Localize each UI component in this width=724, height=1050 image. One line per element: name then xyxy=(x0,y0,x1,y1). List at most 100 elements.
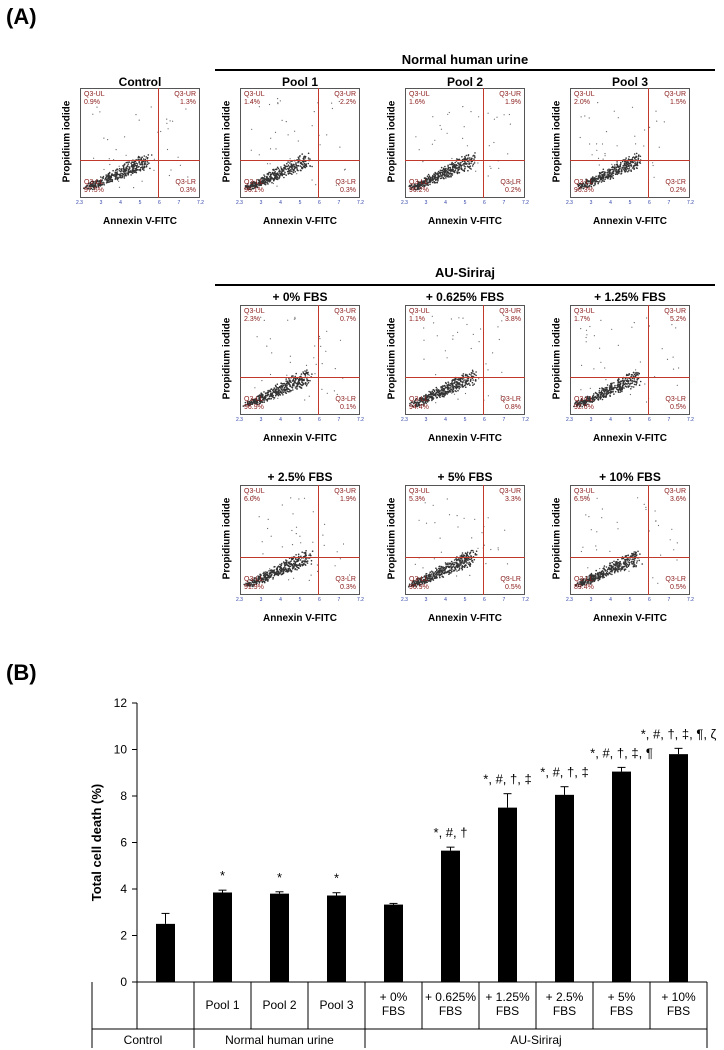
quadrant-name: Q3-UR xyxy=(499,91,521,98)
quadrant-percent: 1.3% xyxy=(180,99,196,106)
plot-x-tick: 4 xyxy=(279,200,282,206)
quadrant-name: Q3-UR xyxy=(664,91,686,98)
panel-b-label: (B) xyxy=(6,660,37,685)
quadrant-ll-label: Q3-LL 96.9% xyxy=(244,396,264,412)
category-label: Pool 2 xyxy=(262,998,296,1012)
plot-x-tick: 3 xyxy=(259,200,263,206)
quadrant-percent: 90.9% xyxy=(409,584,429,591)
plot-x-tick: 2.3 xyxy=(76,200,83,206)
significance-label: *, #, †, ‡ xyxy=(540,765,588,780)
significance-label: * xyxy=(334,871,339,886)
plot-x-tick: 7 xyxy=(667,417,671,423)
plot-x-tick: 7 xyxy=(502,597,506,603)
quadrant-gate-horizontal xyxy=(405,377,525,378)
quadrant-percent: 0.3% xyxy=(340,584,356,591)
plot-x-ticks: 2.3 3 4 5 6 7 7.2 xyxy=(401,200,529,206)
quadrant-percent: 0.3% xyxy=(340,187,356,194)
category-label: + 0.625% xyxy=(425,990,476,1004)
quadrant-ur-label: Q3-UR 3.6% xyxy=(664,488,686,504)
quadrant-name: Q3-UR xyxy=(664,308,686,315)
quadrant-gate-vertical xyxy=(483,88,484,198)
plot-y-axis-label: Propidium iodide xyxy=(386,100,398,183)
category-label: + 1.25% xyxy=(485,990,530,1004)
quadrant-percent: 5.3% xyxy=(409,496,425,503)
y-tick-label: 8 xyxy=(120,789,127,803)
quadrant-name: Q3-LR xyxy=(335,576,356,583)
quadrant-name: Q3-LL xyxy=(409,576,429,583)
plot-x-axis-label: Annexin V-FITC xyxy=(428,433,502,444)
group-rule-normal-urine xyxy=(215,69,715,71)
quadrant-percent: 0.7% xyxy=(340,316,356,323)
plot-x-tick: 2.3 xyxy=(566,597,573,603)
quadrant-percent: 3.6% xyxy=(670,496,686,503)
quadrant-name: Q3-LL xyxy=(409,396,429,403)
plot-y-axis-label: Propidium iodide xyxy=(221,497,233,580)
quadrant-name: Q3-UL xyxy=(244,91,265,98)
quadrant-name: Q3-UR xyxy=(334,308,356,315)
plot-x-tick: 5 xyxy=(298,597,302,603)
panel-a-label: (A) xyxy=(6,4,37,29)
quadrant-name: Q3-LL xyxy=(84,179,104,186)
quadrant-percent: 96.9% xyxy=(244,404,264,411)
quadrant-ll-label: Q3-LL 91.9% xyxy=(244,576,264,592)
group-header-au-siriraj: AU-Siriraj xyxy=(435,265,495,280)
bar xyxy=(156,923,175,982)
plot-x-ticks: 2.3 3 4 5 6 7 7.2 xyxy=(401,417,529,423)
bar xyxy=(441,850,460,982)
quadrant-gate-horizontal xyxy=(570,557,690,558)
plot-x-tick: 4 xyxy=(119,200,122,206)
plot-x-axis-label: Annexin V-FITC xyxy=(428,216,502,227)
category-label: Pool 1 xyxy=(205,998,239,1012)
quadrant-gate-vertical xyxy=(318,485,319,595)
plot-x-tick: 4 xyxy=(444,200,447,206)
plot-x-ticks: 2.3 3 4 5 6 7 7.2 xyxy=(236,417,364,423)
scatter-dots xyxy=(574,494,678,588)
plot-x-tick: 6 xyxy=(158,200,161,206)
plot-frame xyxy=(240,305,360,415)
plot-x-tick: 5 xyxy=(298,200,302,206)
quadrant-ll-label: Q3-LL 90.9% xyxy=(409,576,429,592)
quadrant-percent: 96.1% xyxy=(244,187,264,194)
plot-x-tick: 7.2 xyxy=(686,597,694,603)
quadrant-lr-label: Q3-LR 0.3% xyxy=(335,179,356,195)
quadrant-name: Q3-UR xyxy=(499,488,521,495)
quadrant-name: Q3-UR xyxy=(334,91,356,98)
plot-x-tick: 4 xyxy=(609,200,612,206)
plot-x-ticks: 2.3 3 4 5 6 7 7.2 xyxy=(76,200,204,206)
y-tick-label: 4 xyxy=(120,882,127,896)
quadrant-name: Q3-LL xyxy=(574,396,594,403)
quadrant-lr-label: Q3-LR 0.1% xyxy=(335,396,356,412)
plot-title: + 0.625% FBS xyxy=(425,290,505,304)
quadrant-name: Q3-UL xyxy=(574,91,595,98)
quadrant-name: Q3-LL xyxy=(574,576,594,583)
plot-x-tick: 2.3 xyxy=(566,417,573,423)
quadrant-ll-label: Q3-LL 94.4% xyxy=(409,396,429,412)
plot-y-axis-label: Propidium iodide xyxy=(551,317,563,400)
quadrant-percent: 6.0% xyxy=(244,496,260,503)
plot-x-tick: 6 xyxy=(483,417,486,423)
quadrant-name: Q3-LR xyxy=(500,179,521,186)
quadrant-ur-label: Q3-UR 2.2% xyxy=(334,91,356,107)
plot-y-axis-label: Propidium iodide xyxy=(386,497,398,580)
plot-x-tick: 2.3 xyxy=(401,597,408,603)
quadrant-percent: 92.6% xyxy=(574,404,594,411)
quadrant-percent: 91.9% xyxy=(244,584,264,591)
quadrant-ll-label: Q3-LL 96.2% xyxy=(409,179,429,195)
quadrant-percent: 1.7% xyxy=(574,316,590,323)
plot-x-axis-label: Annexin V-FITC xyxy=(428,613,502,624)
quadrant-percent: 1.6% xyxy=(409,99,425,106)
quadrant-name: Q3-UR xyxy=(334,488,356,495)
plot-x-tick: 6 xyxy=(648,417,651,423)
plot-x-tick: 7 xyxy=(337,597,341,603)
plot-x-tick: 7.2 xyxy=(521,597,529,603)
quadrant-name: Q3-LL xyxy=(244,179,264,186)
quadrant-ur-label: Q3-UR 3.8% xyxy=(499,308,521,324)
quadrant-name: Q3-LR xyxy=(335,396,356,403)
bar xyxy=(327,895,346,982)
quadrant-percent: 97.5% xyxy=(84,187,104,194)
plot-x-tick: 7 xyxy=(502,417,506,423)
quadrant-percent: 0.2% xyxy=(505,187,521,194)
plot-x-axis-label: Annexin V-FITC xyxy=(593,433,667,444)
quadrant-name: Q3-UL xyxy=(409,488,430,495)
plot-x-tick: 6 xyxy=(648,597,651,603)
